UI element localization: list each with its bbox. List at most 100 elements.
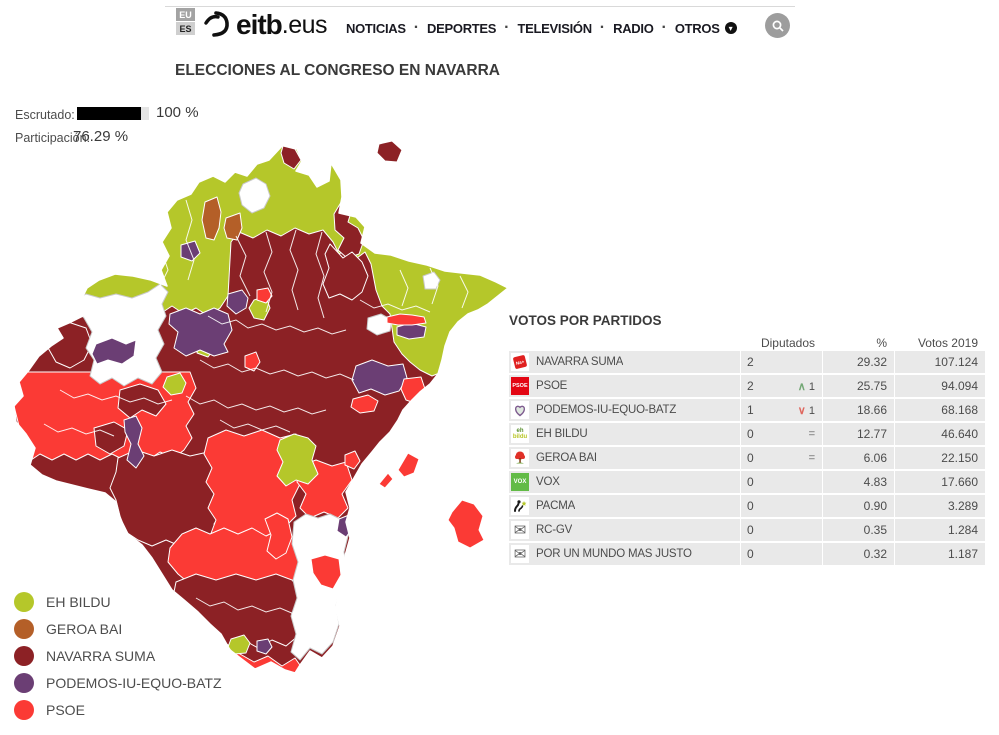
chevron-down-icon[interactable]: ▾: [724, 22, 737, 34]
table-header-row: Diputados % Votos 2019: [509, 335, 985, 350]
municipality-exclave[interactable]: [378, 472, 394, 489]
municipality[interactable]: [256, 638, 273, 655]
table-row: PODEMOS-IU-EQUO-BATZ 1 ∨ 1 18.66 68.168: [509, 399, 985, 421]
legend-item: EH BILDU: [14, 588, 222, 615]
municipality[interactable]: [244, 351, 261, 372]
lang-eu-button[interactable]: EU: [176, 8, 195, 21]
municipality[interactable]: [123, 415, 145, 469]
municipality[interactable]: [276, 433, 319, 487]
municipality-border: [59, 389, 173, 405]
percent-value: 0.32: [823, 543, 894, 565]
municipality[interactable]: [264, 512, 293, 560]
nav-separator: ·: [599, 19, 606, 36]
municipality[interactable]: [350, 394, 379, 414]
navarra-suma-icon: Na+: [511, 353, 529, 371]
escrutado-label: Escrutado:: [15, 108, 75, 122]
col-percent: %: [876, 336, 887, 350]
geroa-bai-icon: [511, 449, 529, 467]
seats-value: 0: [747, 547, 754, 561]
municipality[interactable]: [168, 307, 233, 357]
nav-item-deportes[interactable]: DEPORTES: [427, 20, 497, 36]
municipality-border: [315, 231, 325, 319]
eh-bildu-icon: eh bildu: [511, 425, 529, 443]
municipality-border: [43, 423, 115, 437]
municipality[interactable]: [310, 554, 342, 590]
psoe-icon: PSOE: [511, 377, 529, 395]
municipality[interactable]: [69, 283, 169, 387]
envelope-icon: ✉: [511, 521, 529, 539]
municipality-exclave[interactable]: [397, 452, 420, 478]
table-row: ✉ RC-GV 0 0.35 1.284: [509, 519, 985, 541]
seat-change-eq: =: [808, 452, 815, 464]
municipality-exclave[interactable]: [447, 499, 485, 549]
municipality[interactable]: [366, 313, 393, 336]
votes-value: 46.640: [895, 423, 985, 445]
lang-es-button[interactable]: ES: [176, 22, 195, 35]
map-legend: EH BILDU GEROA BAI NAVARRA SUMA PODEMOS-IU-…: [14, 588, 222, 723]
nav-separator: ·: [413, 19, 420, 36]
municipality[interactable]: [386, 313, 427, 326]
municipality[interactable]: [162, 372, 187, 396]
navarra-municipalities-map[interactable]: [10, 140, 515, 705]
seat-change-down: ∨ 1: [797, 404, 815, 417]
municipality[interactable]: [223, 212, 243, 241]
municipality[interactable]: [117, 383, 167, 419]
col-diputados: Diputados: [760, 336, 815, 350]
municipality[interactable]: [93, 421, 129, 455]
logo-text: eitb: [236, 9, 283, 40]
party-name: POR UN MUNDO MÁS JUSTO: [536, 548, 692, 560]
municipality-border: [235, 235, 251, 297]
municipality[interactable]: [351, 359, 408, 396]
votes-value: 17.660: [895, 471, 985, 493]
votes-value: 107.124: [895, 351, 985, 373]
legend-item: PODEMOS-IU-EQUO-BATZ: [14, 669, 222, 696]
municipality[interactable]: [344, 450, 361, 470]
municipality-border: [459, 275, 469, 309]
municipality-border: [199, 359, 355, 381]
municipality[interactable]: [238, 177, 271, 214]
legend-color-dot: [14, 591, 34, 612]
municipality[interactable]: [201, 196, 222, 241]
percent-value: 18.66: [823, 399, 894, 421]
nav-item-radio[interactable]: RADIO: [613, 20, 654, 36]
municipality[interactable]: [290, 513, 350, 661]
seats-value: 0: [747, 475, 754, 489]
table-row: VOX VOX 0 4.83 17.660: [509, 471, 985, 493]
legend-item: PSOE: [14, 696, 222, 723]
municipality[interactable]: [256, 287, 273, 304]
language-toggle: EU ES: [176, 8, 196, 36]
percent-value: 29.32: [823, 351, 894, 373]
party-name: PACMA: [536, 500, 576, 512]
header-divider: [165, 6, 795, 7]
legend-color-dot: [14, 699, 34, 720]
nav-item-noticias[interactable]: NOTICIAS: [346, 20, 406, 36]
search-button[interactable]: [765, 13, 790, 38]
search-icon: [772, 20, 784, 32]
legend-label: GEROA BAI: [46, 620, 123, 637]
municipality-border: [219, 419, 291, 433]
seats-value: 0: [747, 523, 754, 537]
municipality[interactable]: [91, 337, 137, 365]
party-name: VOX: [536, 476, 560, 488]
party-name: NAVARRA SUMA: [536, 356, 624, 368]
nav-item-televisin[interactable]: TELEVISIÓN: [517, 20, 593, 36]
seats-value: 2: [747, 379, 754, 393]
participacion-label: Participación:: [15, 131, 91, 145]
municipality[interactable]: [322, 243, 369, 301]
municipality[interactable]: [226, 289, 249, 315]
votes-value: 1.187: [895, 543, 985, 565]
percent-value: 6.06: [823, 447, 894, 469]
eitb-logo[interactable]: eitb .eus: [202, 9, 328, 40]
results-table: Diputados % Votos 2019 Na+ NAVARRA SUMA 2 2…: [509, 335, 985, 567]
votes-value: 22.150: [895, 447, 985, 469]
table-row: PACMA 0 0.90 3.289: [509, 495, 985, 517]
percent-value: 12.77: [823, 423, 894, 445]
escrutado-progress-fill: [77, 107, 141, 120]
nav-item-otros[interactable]: OTROS: [674, 20, 720, 36]
table-row: PSOE PSOE 2 ∧ 1 25.75 94.094: [509, 375, 985, 397]
table-heading: VOTOS POR PARTIDOS: [509, 313, 662, 328]
municipality-exclave[interactable]: [376, 140, 403, 163]
legend-label: NAVARRA SUMA: [46, 647, 156, 664]
party-name: RC-GV: [536, 524, 573, 536]
municipality-border: [399, 269, 409, 307]
